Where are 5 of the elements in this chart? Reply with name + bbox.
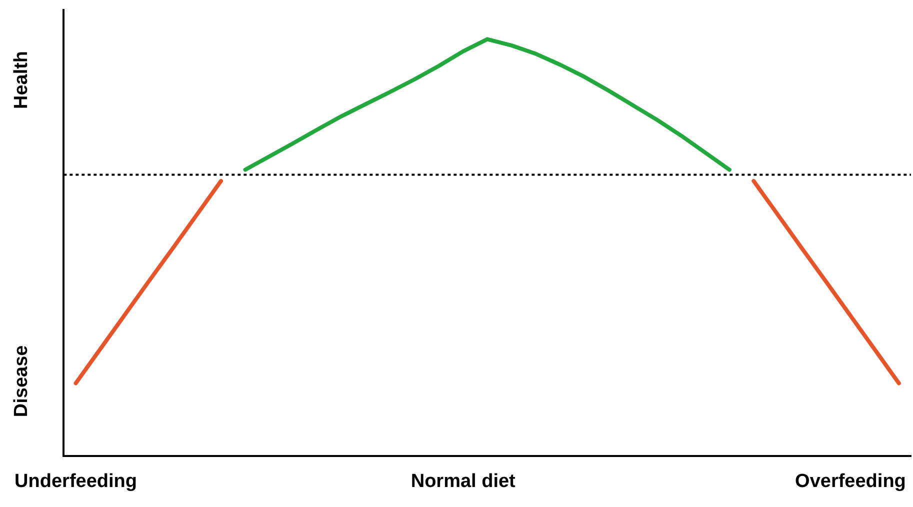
x-tick-label: Underfeeding bbox=[14, 470, 137, 492]
text: Disease bbox=[11, 345, 32, 418]
text: Health bbox=[11, 50, 32, 110]
x-tick-label: Normal diet bbox=[410, 470, 516, 492]
x-tick-label: Overfeeding bbox=[795, 470, 906, 492]
